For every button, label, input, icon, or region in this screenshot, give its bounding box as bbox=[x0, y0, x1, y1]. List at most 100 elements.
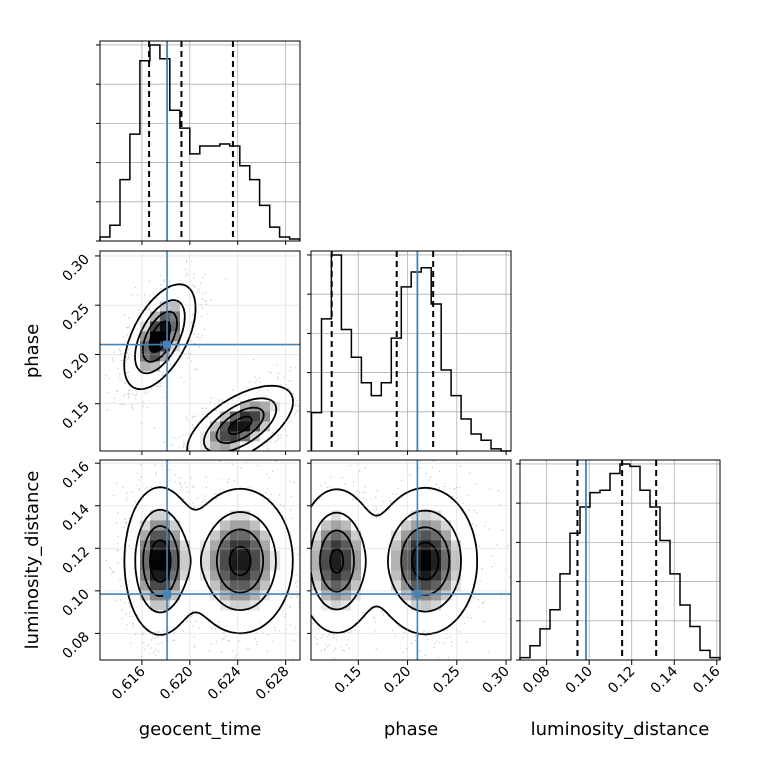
density-cell bbox=[150, 331, 161, 342]
density-cell bbox=[140, 341, 151, 352]
density-cell bbox=[150, 500, 161, 511]
density-cell bbox=[401, 520, 412, 531]
panel-plot-area bbox=[311, 460, 511, 660]
density-cell bbox=[240, 520, 251, 531]
density-cell bbox=[270, 530, 281, 541]
density-cell bbox=[230, 411, 241, 422]
density-cell bbox=[280, 411, 291, 422]
density-cell bbox=[341, 610, 352, 621]
density-cell bbox=[451, 550, 462, 561]
density-cell bbox=[431, 610, 442, 621]
density-cell bbox=[461, 560, 472, 571]
x-tick-label-phase-2: 0.25 bbox=[430, 664, 463, 697]
density-cell bbox=[431, 520, 442, 531]
density-cell bbox=[431, 490, 442, 501]
density-cell bbox=[170, 610, 181, 621]
density-cell bbox=[240, 510, 251, 521]
density-cell bbox=[431, 560, 442, 571]
density-cell bbox=[381, 540, 392, 551]
y-tick-label-luminosity_distance-4: 0.16 bbox=[59, 459, 92, 492]
density-cell bbox=[250, 391, 261, 402]
density-cell bbox=[431, 620, 442, 631]
density-cell bbox=[441, 550, 452, 561]
x-tick-label-luminosity_distance-0: 0.08 bbox=[520, 664, 553, 697]
density-cell bbox=[341, 560, 352, 571]
density-cell bbox=[260, 401, 271, 412]
density-cell bbox=[361, 570, 372, 581]
density-cell bbox=[230, 580, 241, 591]
density-cell bbox=[431, 500, 442, 511]
density-cell bbox=[451, 510, 462, 521]
density-cell bbox=[260, 560, 271, 571]
density-cell bbox=[331, 620, 342, 631]
density-cell bbox=[381, 600, 392, 611]
density-cell bbox=[280, 391, 291, 402]
contour-level-3 bbox=[142, 525, 265, 598]
density-cell bbox=[250, 560, 261, 571]
density-cell bbox=[170, 351, 181, 362]
density-cell bbox=[321, 560, 332, 571]
density-cell bbox=[130, 341, 141, 352]
density-cell bbox=[411, 620, 422, 631]
density-cell bbox=[270, 520, 281, 531]
density-cell bbox=[351, 540, 362, 551]
density-cell bbox=[431, 550, 442, 561]
density-cell bbox=[411, 550, 422, 561]
density-cell bbox=[311, 520, 322, 531]
density-cell bbox=[250, 421, 261, 432]
density-cell bbox=[260, 391, 271, 402]
density-cell bbox=[401, 540, 412, 551]
density-cell bbox=[381, 560, 392, 571]
density-cell bbox=[150, 600, 161, 611]
density-cell bbox=[331, 550, 342, 561]
density-cell bbox=[280, 401, 291, 412]
density-cell bbox=[140, 381, 151, 392]
density-cell bbox=[240, 391, 251, 402]
density-cell bbox=[351, 570, 362, 581]
y-tick-label-luminosity_distance-1: 0.10 bbox=[59, 586, 92, 619]
density-cell bbox=[341, 620, 352, 631]
density-cell bbox=[461, 580, 472, 591]
density-cell bbox=[260, 431, 271, 442]
density-cell bbox=[140, 580, 151, 591]
density-cell bbox=[451, 590, 462, 601]
injection-marker bbox=[413, 590, 422, 599]
density-cell bbox=[190, 431, 201, 442]
density-cell bbox=[180, 530, 191, 541]
y-tick-label-phase-1: 0.20 bbox=[59, 350, 92, 383]
x-tick-label-geocent_time-2: 0.624 bbox=[205, 663, 245, 703]
density-cell bbox=[401, 600, 412, 611]
density-cell bbox=[240, 620, 251, 631]
density-cell bbox=[220, 620, 231, 631]
panel-plot-area bbox=[100, 251, 300, 451]
density-cell bbox=[190, 520, 201, 531]
density-cell bbox=[160, 301, 171, 312]
density-cell bbox=[421, 530, 432, 541]
density-cell bbox=[331, 570, 342, 581]
panel-frame bbox=[99, 40, 301, 242]
panel-hist-phase bbox=[307, 250, 512, 452]
density-cell bbox=[230, 590, 241, 601]
density-cell bbox=[220, 411, 231, 422]
density-cell bbox=[331, 500, 342, 511]
density-cell bbox=[250, 520, 261, 531]
density-cell bbox=[270, 580, 281, 591]
density-cell bbox=[250, 620, 261, 631]
axes: 0.616 0.620 0.624 0.628 geocent_time 0.15 0.20… bbox=[22, 241, 724, 740]
density-cell bbox=[321, 610, 332, 621]
density-cell bbox=[451, 500, 462, 511]
density-cell bbox=[280, 540, 291, 551]
density-cell bbox=[220, 441, 231, 451]
density-cell bbox=[250, 570, 261, 581]
density-cell bbox=[421, 500, 432, 511]
density-cell bbox=[160, 580, 171, 591]
density-cell bbox=[180, 550, 191, 561]
density-cell bbox=[160, 500, 171, 511]
density-cell bbox=[451, 610, 462, 621]
density-cell bbox=[351, 610, 362, 621]
density-cell bbox=[220, 421, 231, 432]
density-cell bbox=[190, 540, 201, 551]
density-cell bbox=[371, 570, 382, 581]
density-cell bbox=[240, 441, 251, 451]
density-cell bbox=[381, 520, 392, 531]
